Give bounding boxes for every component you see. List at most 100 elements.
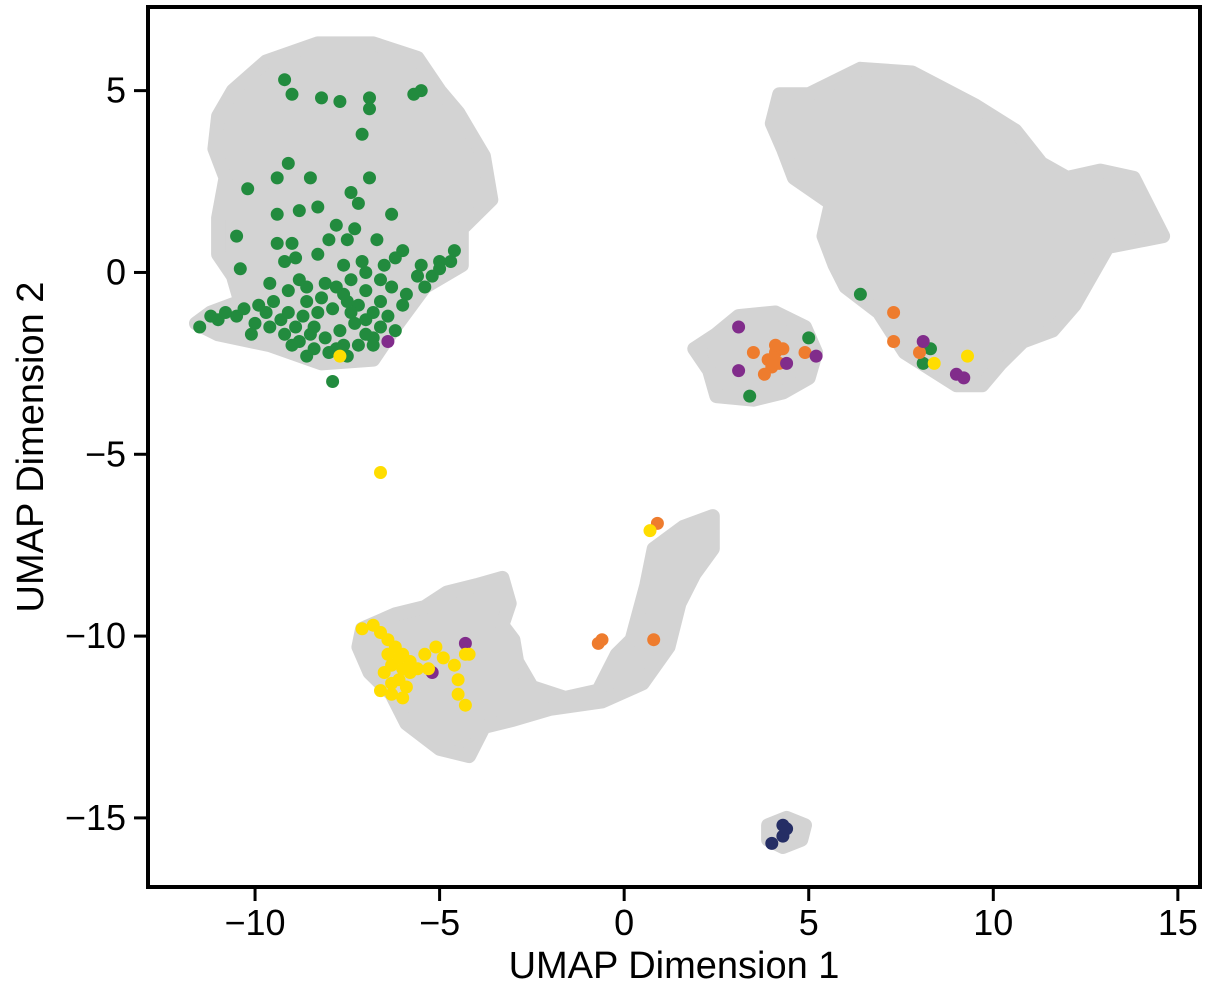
point-series-3-13: [377, 666, 391, 679]
point-series-3-32: [458, 698, 472, 712]
point-series-0-35: [355, 255, 369, 268]
point-series-1-7: [769, 338, 782, 352]
point-series-0-36: [377, 258, 391, 272]
x-tick-label: −10: [225, 902, 286, 943]
point-series-0-47: [351, 338, 365, 352]
point-series-2-1: [732, 320, 746, 334]
point-series-0-56: [267, 295, 280, 308]
point-series-0-91: [263, 276, 277, 290]
y-tick-label: −5: [85, 433, 126, 474]
x-tick-label: 15: [1158, 902, 1198, 943]
point-series-2-9: [458, 636, 472, 650]
y-tick-label: −15: [65, 797, 126, 838]
point-series-0-88: [359, 327, 373, 341]
point-series-0-108: [802, 331, 816, 345]
point-series-1-13: [595, 633, 609, 647]
point-series-0-84: [418, 280, 432, 294]
point-series-0-53: [318, 276, 332, 290]
point-series-0-90: [292, 273, 306, 287]
point-series-0-68: [326, 302, 340, 316]
point-series-3-15: [399, 680, 413, 694]
point-series-3-0: [333, 349, 347, 363]
point-series-0-82: [433, 262, 447, 276]
point-series-3-24: [422, 662, 435, 676]
y-tick-label: 5: [106, 70, 126, 111]
point-series-0-1: [285, 87, 299, 101]
point-series-3-3: [927, 356, 941, 370]
point-series-4-0: [765, 836, 779, 850]
point-series-0-0: [278, 73, 292, 87]
point-series-1-5: [757, 367, 771, 381]
point-series-0-70: [296, 309, 310, 323]
point-series-2-4: [809, 349, 823, 363]
point-series-0-95: [285, 338, 299, 352]
x-axis: −10 −5 0 5 10 15: [225, 887, 1198, 943]
point-series-1-0: [746, 346, 760, 359]
point-series-0-66: [359, 313, 373, 327]
point-series-0-65: [348, 316, 362, 330]
point-series-1-9: [887, 306, 901, 319]
point-series-0-11: [303, 171, 317, 185]
y-tick-label: −10: [65, 615, 126, 656]
point-series-0-23: [322, 233, 336, 247]
point-series-0-30: [447, 244, 461, 258]
point-series-3-26: [392, 651, 406, 665]
point-series-3-20: [418, 647, 432, 661]
point-series-0-110: [916, 356, 930, 370]
point-series-0-49: [374, 320, 387, 334]
point-series-0-86: [381, 309, 395, 323]
point-series-0-80: [411, 269, 424, 283]
point-series-0-8: [355, 127, 369, 141]
point-series-0-5: [363, 102, 376, 116]
point-series-3-1: [374, 466, 387, 479]
point-series-0-12: [363, 171, 376, 185]
point-series-0-105: [359, 266, 373, 279]
point-series-0-67: [344, 306, 358, 319]
point-series-0-16: [311, 200, 325, 214]
point-series-0-42: [278, 327, 292, 341]
point-series-0-4: [363, 91, 376, 105]
point-series-0-19: [329, 218, 343, 232]
point-series-3-2: [643, 524, 657, 538]
point-series-1-8: [798, 346, 812, 359]
point-series-3-30: [451, 673, 465, 687]
x-tick-label: 10: [973, 902, 1013, 943]
point-series-0-26: [230, 229, 244, 243]
point-series-0-75: [344, 273, 358, 287]
background-cluster-upper-right: [764, 61, 1171, 393]
point-series-3-19: [411, 662, 424, 676]
point-series-0-55: [281, 284, 295, 298]
point-series-0-78: [385, 280, 399, 294]
point-series-2-2: [732, 364, 746, 378]
point-series-0-98: [300, 349, 314, 363]
point-series-0-10: [270, 171, 284, 185]
background-cluster-bottom-island: [351, 509, 720, 764]
point-series-1-11: [913, 346, 926, 359]
point-series-0-21: [348, 222, 362, 236]
point-series-1-10: [887, 335, 901, 348]
point-series-0-15: [351, 196, 365, 210]
point-series-2-3: [780, 356, 794, 370]
point-series-0-102: [289, 251, 303, 265]
point-series-2-5: [916, 335, 930, 348]
point-series-0-22: [340, 233, 354, 247]
points-layer: [193, 73, 974, 850]
point-series-0-32: [414, 258, 428, 272]
point-series-3-17: [374, 684, 387, 698]
point-series-3-27: [381, 647, 395, 661]
point-series-0-14: [344, 186, 358, 199]
point-series-0-103: [337, 258, 351, 272]
point-series-0-89: [307, 320, 321, 334]
point-series-3-25: [396, 662, 410, 676]
point-series-0-94: [244, 327, 258, 341]
point-series-0-73: [315, 291, 328, 305]
point-series-0-17: [270, 207, 284, 221]
point-series-0-104: [311, 247, 325, 261]
point-series-0-29: [388, 251, 402, 265]
point-series-0-20: [385, 207, 399, 221]
point-series-1-14: [647, 633, 661, 647]
point-series-0-58: [237, 302, 251, 316]
x-tick-label: 0: [614, 902, 634, 943]
point-series-0-40: [248, 316, 262, 330]
